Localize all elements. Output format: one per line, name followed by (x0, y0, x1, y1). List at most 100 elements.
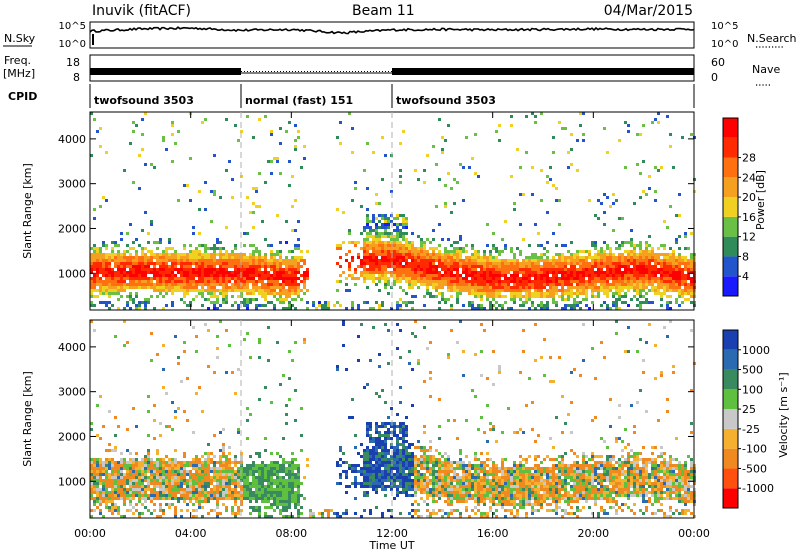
power-cell (216, 307, 219, 310)
velocity-cell (381, 488, 384, 491)
velocity-cell (174, 512, 177, 515)
power-cell (228, 286, 231, 289)
velocity-cell (159, 422, 162, 425)
power-cell (405, 304, 408, 307)
power-cell (225, 268, 228, 271)
power-cell (102, 241, 105, 244)
power-cell (384, 250, 387, 253)
power-cell (219, 256, 222, 259)
power-cell (198, 262, 201, 265)
velocity-cell (132, 470, 135, 473)
power-cell (543, 268, 546, 271)
power-cell (363, 271, 366, 274)
power-cell (210, 283, 213, 286)
power-cell (531, 256, 534, 259)
velocity-cell (393, 476, 396, 479)
velocity-cell (390, 455, 393, 458)
velocity-cell (144, 491, 147, 494)
power-cell (678, 265, 681, 268)
power-cell (486, 277, 489, 280)
velocity-cell (117, 506, 120, 509)
power-cell (195, 259, 198, 262)
power-cell (582, 112, 585, 115)
power-cell (618, 268, 621, 271)
power-cell (204, 244, 207, 247)
power-cell (195, 250, 198, 253)
power-cell (387, 280, 390, 283)
power-cell (177, 286, 180, 289)
power-cell (372, 250, 375, 253)
velocity-cell (195, 479, 198, 482)
power-cell (663, 277, 666, 280)
power-cell (531, 283, 534, 286)
power-cell (645, 259, 648, 262)
power-cell (180, 265, 183, 268)
power-cell (102, 286, 105, 289)
power-cell (621, 265, 624, 268)
power-cell (336, 289, 339, 292)
velocity-cell (234, 464, 237, 467)
velocity-cell (198, 491, 201, 494)
velocity-cell (285, 497, 288, 500)
velocity-cell (183, 500, 186, 503)
power-cell (684, 232, 687, 235)
power-cell (636, 286, 639, 289)
power-cell (369, 235, 372, 238)
power-cell (156, 295, 159, 298)
power-cell (387, 283, 390, 286)
power-cell (138, 277, 141, 280)
power-cell (198, 289, 201, 292)
power-cell (579, 262, 582, 265)
velocity-cell (369, 482, 372, 485)
power-cell (258, 262, 261, 265)
velocity-cell (141, 476, 144, 479)
velocity-cell (126, 488, 129, 491)
power-cell (510, 259, 513, 262)
power-cell (492, 289, 495, 292)
velocity-cell (234, 479, 237, 482)
power-cell (90, 289, 93, 292)
power-cell (411, 280, 414, 283)
velocity-cell (354, 470, 357, 473)
power-cell (669, 295, 672, 298)
power-cell (126, 301, 129, 304)
velocity-cell (294, 500, 297, 503)
power-cell (621, 244, 624, 247)
power-cell (657, 271, 660, 274)
power-cell (204, 250, 207, 253)
velocity-cell (258, 497, 261, 500)
power-cell (594, 262, 597, 265)
velocity-cell (105, 479, 108, 482)
power-cell (234, 256, 237, 259)
power-cell (384, 214, 387, 217)
velocity-cell (219, 455, 222, 458)
power-cell (399, 271, 402, 274)
power-cell (363, 274, 366, 277)
velocity-cell (228, 461, 231, 464)
power-cell (261, 295, 264, 298)
velocity-cell (396, 449, 399, 452)
velocity-cell (291, 500, 294, 503)
power-cell (114, 274, 117, 277)
power-cell (690, 289, 693, 292)
power-cell (429, 292, 432, 295)
power-cell (462, 280, 465, 283)
power-cell (381, 226, 384, 229)
power-cell (183, 271, 186, 274)
power-cell (111, 277, 114, 280)
velocity-cell (225, 473, 228, 476)
power-cell (288, 262, 291, 265)
power-cell (360, 265, 363, 268)
power-cell (93, 274, 96, 277)
power-cell (129, 256, 132, 259)
velocity-cell (282, 494, 285, 497)
power-cell (612, 277, 615, 280)
power-cell (408, 283, 411, 286)
velocity-cell (258, 476, 261, 479)
power-cell (525, 280, 528, 283)
velocity-cell (255, 485, 258, 488)
power-cell (660, 304, 663, 307)
power-cell (288, 295, 291, 298)
velocity-cell (249, 497, 252, 500)
power-cell (396, 217, 399, 220)
